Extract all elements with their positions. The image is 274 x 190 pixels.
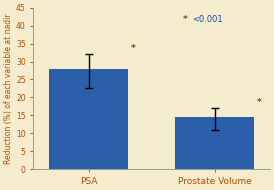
Bar [175, 117, 254, 169]
Bar [49, 69, 128, 169]
Text: *: * [257, 98, 262, 107]
Y-axis label: Reduction (%) of each variable at nadir: Reduction (%) of each variable at nadir [4, 13, 13, 164]
Text: *: * [131, 44, 136, 53]
Text: <0.001: <0.001 [192, 15, 222, 24]
Text: *: * [182, 15, 187, 24]
